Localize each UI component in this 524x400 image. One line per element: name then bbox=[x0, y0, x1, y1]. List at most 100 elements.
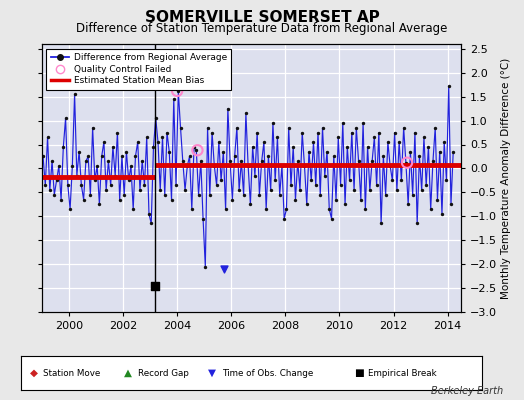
Point bbox=[280, 216, 288, 222]
Point bbox=[431, 124, 440, 131]
Point bbox=[307, 177, 315, 184]
Point bbox=[143, 134, 151, 140]
Point bbox=[413, 220, 421, 227]
Point bbox=[100, 139, 108, 145]
Point bbox=[312, 182, 320, 188]
Point bbox=[196, 158, 205, 164]
Point bbox=[352, 124, 361, 131]
Point bbox=[386, 163, 395, 169]
Point bbox=[192, 147, 201, 154]
Point bbox=[381, 192, 390, 198]
Point bbox=[302, 201, 311, 208]
Point bbox=[91, 177, 99, 184]
Point bbox=[316, 192, 324, 198]
Point bbox=[399, 124, 408, 131]
Point bbox=[250, 172, 259, 179]
Point bbox=[122, 148, 130, 155]
Point bbox=[343, 144, 352, 150]
Point bbox=[43, 134, 52, 140]
Point bbox=[145, 211, 153, 217]
Point bbox=[217, 177, 225, 184]
Point bbox=[427, 206, 435, 212]
Point bbox=[276, 192, 284, 198]
Point bbox=[89, 124, 97, 131]
Point bbox=[113, 129, 122, 136]
Point bbox=[323, 148, 331, 155]
Point bbox=[440, 139, 449, 145]
Point bbox=[395, 139, 403, 145]
Point bbox=[201, 263, 210, 270]
Point bbox=[361, 206, 369, 212]
Point bbox=[208, 129, 216, 136]
Text: ▼: ▼ bbox=[208, 368, 216, 378]
Point bbox=[70, 91, 79, 98]
Point bbox=[255, 192, 264, 198]
Y-axis label: Monthly Temperature Anomaly Difference (°C): Monthly Temperature Anomaly Difference (… bbox=[501, 57, 511, 299]
Point bbox=[415, 153, 423, 160]
Point bbox=[345, 177, 354, 184]
Point bbox=[422, 182, 430, 188]
Point bbox=[267, 187, 275, 193]
Point bbox=[285, 124, 293, 131]
Point bbox=[239, 192, 248, 198]
Text: Difference of Station Temperature Data from Regional Average: Difference of Station Temperature Data f… bbox=[77, 22, 447, 35]
Point bbox=[409, 192, 417, 198]
Point bbox=[118, 153, 126, 160]
Point bbox=[151, 115, 160, 121]
Point bbox=[260, 139, 268, 145]
Point bbox=[231, 153, 239, 160]
Point bbox=[373, 182, 381, 188]
Point bbox=[242, 110, 250, 116]
Point bbox=[104, 158, 113, 164]
Point bbox=[402, 160, 410, 166]
Point bbox=[190, 144, 198, 150]
Point bbox=[160, 192, 169, 198]
Point bbox=[199, 216, 208, 222]
Point bbox=[86, 192, 94, 198]
Point bbox=[325, 206, 333, 212]
Point bbox=[75, 148, 83, 155]
Point bbox=[120, 192, 128, 198]
Point bbox=[438, 211, 446, 217]
Point bbox=[424, 144, 433, 150]
Point bbox=[163, 129, 171, 136]
Point bbox=[235, 187, 243, 193]
Point bbox=[244, 163, 253, 169]
Point bbox=[73, 172, 81, 179]
Point bbox=[278, 163, 286, 169]
Point bbox=[212, 182, 221, 188]
Point bbox=[330, 153, 338, 160]
Point bbox=[61, 115, 70, 121]
Point bbox=[95, 201, 104, 208]
Point bbox=[82, 158, 90, 164]
Point bbox=[375, 129, 383, 136]
Point bbox=[444, 83, 453, 89]
Point bbox=[41, 182, 49, 188]
Point bbox=[377, 220, 385, 227]
Point bbox=[309, 139, 318, 145]
Point bbox=[287, 182, 295, 188]
Point bbox=[341, 201, 349, 208]
Point bbox=[366, 187, 374, 193]
Point bbox=[233, 124, 241, 131]
Point bbox=[167, 196, 176, 203]
Point bbox=[420, 134, 428, 140]
Text: ▲: ▲ bbox=[124, 368, 133, 378]
Point bbox=[305, 148, 313, 155]
Point bbox=[291, 196, 300, 203]
Legend: Difference from Regional Average, Quality Control Failed, Estimated Station Mean: Difference from Regional Average, Qualit… bbox=[47, 48, 231, 90]
Point bbox=[156, 187, 165, 193]
Point bbox=[406, 148, 414, 155]
Point bbox=[68, 163, 77, 169]
Point bbox=[220, 266, 228, 272]
Point bbox=[298, 129, 307, 136]
Point bbox=[173, 88, 181, 94]
Point bbox=[300, 163, 309, 169]
Point bbox=[318, 124, 326, 131]
Point bbox=[435, 148, 444, 155]
Point bbox=[84, 153, 92, 160]
Point bbox=[289, 144, 298, 150]
Point bbox=[364, 144, 372, 150]
Point bbox=[80, 196, 88, 203]
Point bbox=[54, 163, 63, 169]
